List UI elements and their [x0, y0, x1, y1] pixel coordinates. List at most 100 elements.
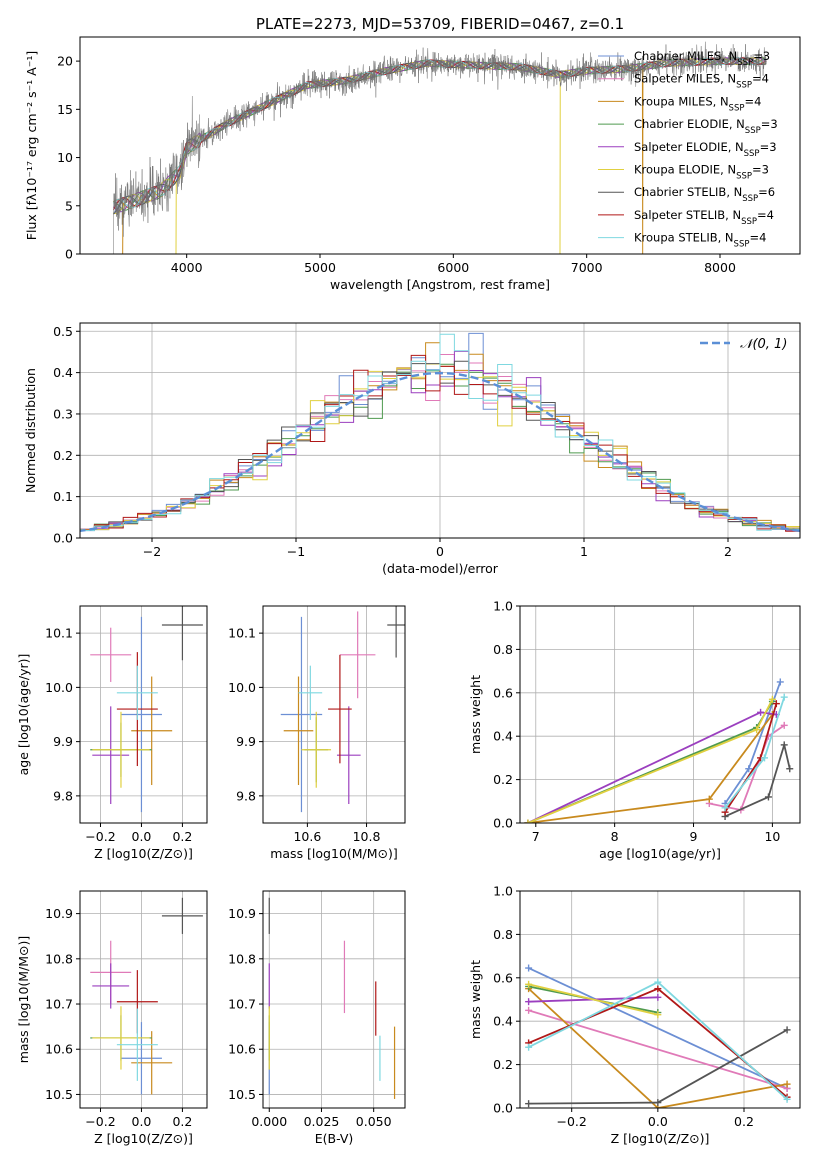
axes-overlay: 10.6 10.8 9.8 9.9 10.0 10.1 mass [log10(M/M⊙)] — [228, 605, 406, 861]
y-tick-label: 1.0 — [493, 599, 513, 614]
panel-residuals: −2 −1 0 1 2 0.0 0.1 0.2 0.3 0.4 0.5 (data-model)/er… — [23, 322, 801, 576]
mass-weight-line — [528, 1009, 788, 1090]
x-tick-label: 0.000 — [251, 1114, 287, 1129]
panel-age_vs_mass: 10.6 10.8 9.8 9.9 10.0 10.1 mass [log10(M/M⊙)] — [228, 605, 406, 861]
errorbar-salpeter-elodie — [92, 706, 130, 805]
x-tick-label: 0.2 — [734, 1114, 754, 1129]
legend-entry: Salpeter MILES, NSSP=4 — [634, 72, 769, 91]
legend-entry: Kroupa ELODIE, NSSP=3 — [634, 163, 769, 182]
axes-overlay: −0.2 0.0 0.2 10.5 10.6 10.7 10.8 10.9 Z [log10(Z… — [16, 890, 208, 1146]
legend-entry: Kroupa STELIB, NSSP=4 — [634, 231, 766, 250]
legend-entry: Salpeter ELODIE, NSSP=3 — [634, 140, 777, 159]
y-tick-label: 0.1 — [53, 489, 73, 504]
x-tick-label: −2 — [143, 544, 161, 559]
x-axis-label: age [log10(age/yr)] — [599, 846, 721, 861]
errorbar-chabrier-miles — [120, 1022, 162, 1095]
y-tick-label: 9.8 — [53, 788, 73, 803]
mass-weight-kroupa-stelib — [721, 693, 788, 812]
axes-overlay: −0.2 0.0 0.2 9.8 9.9 10.0 10.1 Z [log10(Z/Z⊙)] a… — [16, 605, 208, 861]
y-tick-label: 10.9 — [45, 906, 73, 921]
y-axis-label: mass weight — [468, 960, 483, 1039]
y-tick-label: 10 — [57, 150, 73, 165]
mass-weight-line — [709, 724, 785, 812]
panel-age_vs_Z: −0.2 0.0 0.2 9.8 9.9 10.0 10.1 Z [log10(Z/Z⊙)] a… — [16, 605, 208, 861]
x-tick-label: −0.2 — [85, 829, 115, 844]
mass-weight-kroupa-elodie — [525, 980, 662, 1019]
x-axis-label: Z [log10(Z/Z⊙)] — [94, 1131, 193, 1146]
x-axis-label: Z [log10(Z/Z⊙)] — [611, 1131, 710, 1146]
x-axis-label: mass [log10(M/M⊙)] — [270, 846, 398, 861]
mass-weight-line — [528, 987, 788, 1108]
x-tick-label: 0 — [436, 544, 444, 559]
axes-frame — [79, 605, 208, 824]
model-line-kroupa-miles — [112, 57, 767, 254]
panel-mass_vs_Z: −0.2 0.0 0.2 10.5 10.6 10.7 10.8 10.9 Z [log10(Z… — [16, 890, 208, 1146]
y-tick-label: 0.4 — [493, 1014, 513, 1029]
axes-overlay: −2 −1 0 1 2 0.0 0.1 0.2 0.3 0.4 0.5 (data-model)/er… — [23, 322, 801, 576]
x-tick-label: 0.0 — [648, 1114, 668, 1129]
x-tick-label: 0.025 — [304, 1114, 340, 1129]
y-tick-label: 15 — [57, 102, 73, 117]
plot-area — [80, 332, 800, 534]
legend-entry: Salpeter STELIB, NSSP=4 — [634, 208, 774, 227]
x-tick-label: 9 — [690, 829, 698, 844]
errorbar-kroupa-stelib — [116, 1008, 158, 1081]
x-tick-label: 7000 — [571, 260, 603, 275]
histogram-kroupa-stelib — [80, 333, 800, 532]
errorbar-kroupa-stelib — [298, 665, 323, 720]
axes-frame — [262, 605, 406, 824]
figure-title: PLATE=2273, MJD=53709, FIBERID=0467, z=0… — [256, 15, 624, 33]
y-tick-label: 10.0 — [228, 680, 256, 695]
axes-overlay: 0.000 0.025 0.050 10.5 10.6 10.7 10.8 10.9 E(B-V… — [228, 890, 406, 1146]
normal-reference-curve — [80, 371, 800, 532]
legend-entry: Kroupa MILES, NSSP=4 — [634, 94, 761, 113]
x-tick-label: −0.2 — [85, 1114, 115, 1129]
axes-overlay: 4000 5000 6000 7000 8000 0 5 10 15 20 wavelength [… — [24, 36, 801, 292]
y-tick-label: 20 — [57, 54, 73, 69]
plot-area — [524, 678, 794, 823]
y-tick-label: 0 — [65, 247, 73, 262]
y-tick-label: 0.5 — [53, 324, 73, 339]
plot-area — [268, 897, 396, 1099]
plot-area — [90, 897, 203, 1095]
errorbar-kroupa-elodie — [92, 1006, 150, 1070]
x-tick-label: 7 — [532, 829, 540, 844]
model-line-kroupa-elodie — [113, 57, 767, 254]
panel-massweight_vs_age: 7 8 9 10 0.0 0.2 0.4 0.6 0.8 1.0 age [log10(age/yr… — [468, 599, 801, 861]
data-spectrum-line — [113, 41, 767, 254]
plot-area — [280, 606, 405, 813]
errorbar-salpeter-stelib — [328, 654, 352, 764]
histogram-salpeter-stelib — [80, 354, 800, 532]
y-tick-label: 9.9 — [236, 734, 256, 749]
mass-weight-line — [528, 983, 659, 1016]
mass-weight-chabrier-stelib — [525, 1026, 791, 1108]
axes-frame — [79, 890, 208, 1109]
y-axis-label: age [log10(age/yr)] — [16, 654, 31, 776]
errorbar-chabrier-stelib — [161, 606, 203, 661]
y-tick-label: 0.6 — [493, 685, 513, 700]
x-tick-label: 0.0 — [132, 829, 152, 844]
x-axis-label: E(B-V) — [315, 1131, 354, 1146]
y-tick-label: 0.0 — [493, 1101, 513, 1116]
x-tick-label: 6000 — [437, 260, 469, 275]
x-axis-label: (data-model)/error — [382, 561, 499, 576]
y-tick-label: 0.2 — [493, 1057, 513, 1072]
y-tick-label: 10.0 — [45, 680, 73, 695]
y-tick-label: 0.3 — [53, 406, 73, 421]
axes-frame — [79, 36, 801, 255]
axes-frame — [262, 890, 406, 1109]
y-axis-label: Normed distribution — [23, 368, 38, 493]
y-tick-label: 10.6 — [45, 1042, 73, 1057]
y-tick-label: 0.2 — [493, 772, 513, 787]
axes-frame — [519, 605, 801, 824]
x-axis-label: Z [log10(Z/Z⊙)] — [94, 846, 193, 861]
legend: 𝒩(0, 1) — [700, 337, 787, 352]
errorbar-kroupa-stelib — [116, 665, 158, 720]
x-tick-label: 0.0 — [132, 1114, 152, 1129]
y-tick-label: 10.5 — [228, 1087, 256, 1102]
errorbar-kroupa-miles — [131, 676, 173, 786]
y-tick-label: 10.1 — [228, 626, 256, 641]
x-tick-label: 10.6 — [293, 829, 321, 844]
